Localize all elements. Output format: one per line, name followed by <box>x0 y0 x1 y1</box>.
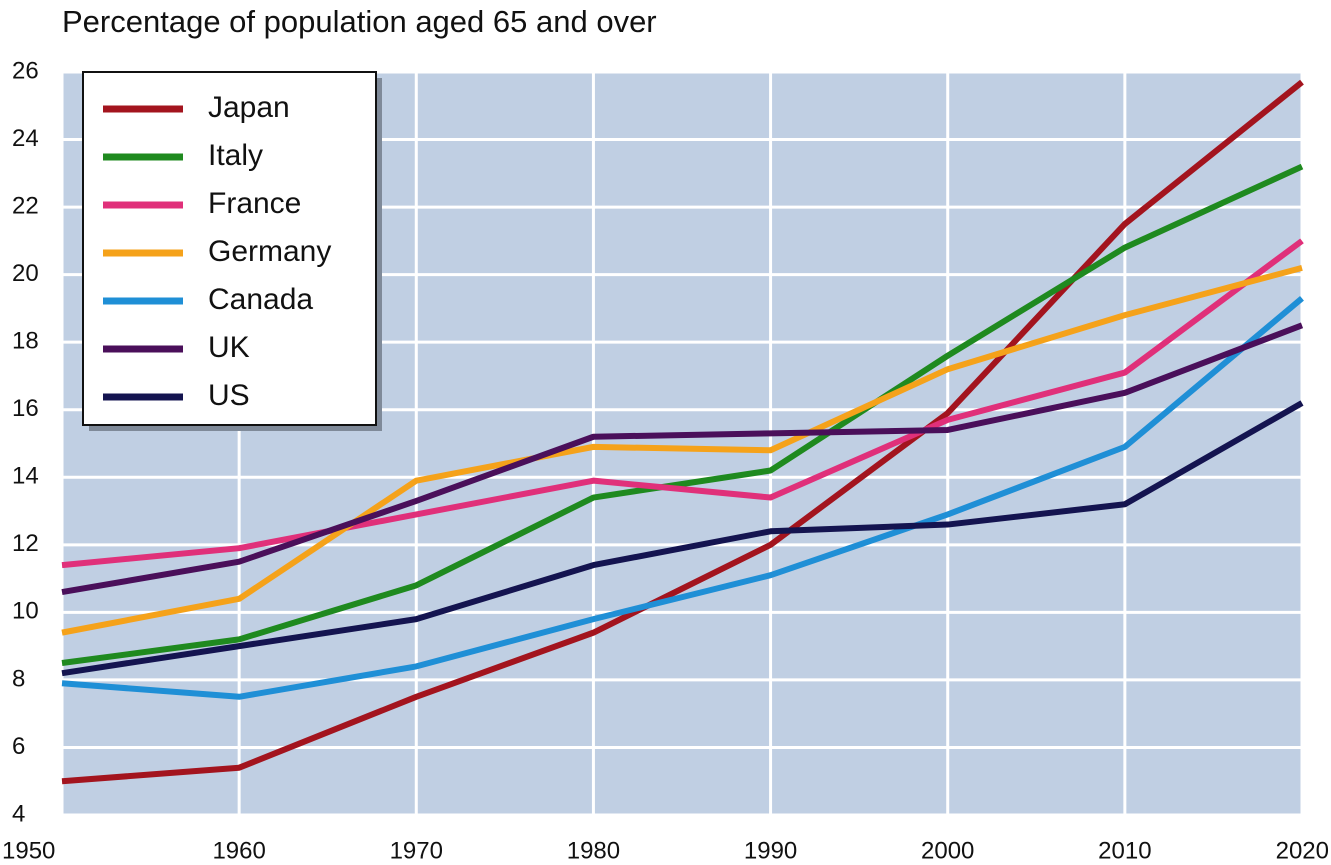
legend-label: Italy <box>208 139 263 172</box>
chart-title: Percentage of population aged 65 and ove… <box>62 4 657 39</box>
legend-label: Japan <box>208 91 290 124</box>
y-tick-label: 12 <box>12 530 39 557</box>
x-tick-label: 1960 <box>212 837 265 864</box>
series-line <box>61 264 1303 636</box>
y-tick-label: 24 <box>12 125 39 152</box>
y-tick-label: 8 <box>12 665 25 692</box>
legend-label: UK <box>208 331 250 364</box>
y-tick-label: 18 <box>12 328 39 355</box>
y-tick-label: 20 <box>12 260 39 287</box>
series-line <box>61 163 1304 666</box>
series-line <box>61 238 1304 569</box>
x-tick-label: 1980 <box>567 837 620 864</box>
x-tick-label: 1950 <box>2 837 55 864</box>
y-tick-label: 26 <box>12 57 39 84</box>
y-tick-label: 6 <box>12 733 25 760</box>
series-line <box>61 79 1304 785</box>
y-tick-label: 22 <box>12 192 39 219</box>
y-tick-label: 16 <box>12 395 39 422</box>
x-tick-label: 1970 <box>390 837 443 864</box>
y-tick-label: 10 <box>12 598 39 625</box>
legend-label: Germany <box>208 235 331 268</box>
y-tick-label: 14 <box>12 463 39 490</box>
series-line <box>61 322 1304 596</box>
series-line <box>61 400 1304 677</box>
x-tick-label: 2000 <box>921 837 974 864</box>
legend <box>82 71 377 426</box>
legend-label: France <box>208 187 301 220</box>
legend-label: Canada <box>208 283 313 316</box>
x-tick-label: 2020 <box>1276 837 1329 864</box>
legend-label: US <box>208 379 250 412</box>
y-tick-label: 4 <box>12 800 25 827</box>
series-line <box>61 295 1304 700</box>
x-tick-label: 2010 <box>1098 837 1151 864</box>
x-tick-label: 1990 <box>744 837 797 864</box>
